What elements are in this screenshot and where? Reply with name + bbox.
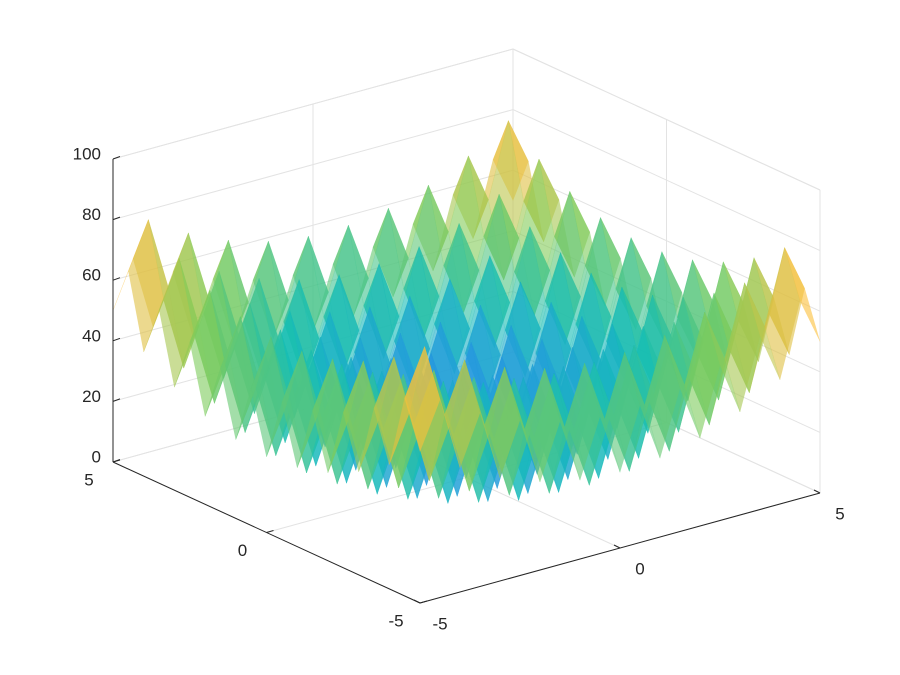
surface-patch: [524, 367, 561, 483]
z-tick-label: 100: [73, 144, 101, 163]
surface-patch: [664, 335, 701, 439]
y-tick: [112, 459, 121, 463]
x-tick: [613, 544, 621, 549]
z-tick: [112, 216, 121, 221]
surface-patch: [624, 352, 661, 459]
surface-patch: [373, 356, 410, 466]
surface-patch: [544, 368, 581, 481]
z-tick: [112, 337, 121, 342]
x-tick-label: 5: [835, 504, 844, 523]
y-tick-label: -5: [388, 611, 403, 630]
x-tick-label: 0: [635, 559, 644, 578]
x-tick: [813, 489, 821, 494]
surface-patch: [684, 311, 721, 439]
surface-patch: [404, 345, 441, 453]
surface-patch: [564, 362, 601, 481]
z-tick-label: 20: [82, 387, 101, 406]
z-tick-label: 80: [82, 205, 101, 224]
surface-patch: [112, 219, 149, 311]
z-tick: [112, 277, 121, 281]
x-tick: [413, 599, 421, 604]
y-tick: [266, 530, 274, 533]
y-tick-label: 0: [238, 541, 247, 560]
surface-patch: [343, 360, 379, 473]
surface-patch: [764, 246, 801, 381]
z-tick-label: 40: [82, 326, 101, 345]
surface-patch: [584, 363, 621, 473]
surface-patch: [644, 334, 681, 459]
surface-patch: [604, 351, 641, 474]
surface-patch: [128, 218, 164, 353]
z-tick: [112, 156, 121, 160]
y-tick: [419, 600, 428, 604]
surface-patch: [744, 282, 781, 380]
z-tick: [112, 398, 121, 402]
y-tick-label: 5: [84, 470, 93, 489]
x-tick-label: -5: [432, 614, 447, 633]
z-tick-label: 0: [92, 447, 101, 466]
surface-patch: [784, 247, 821, 342]
surface-patch: [704, 311, 741, 413]
surface-patch: [312, 358, 349, 474]
surface-patch: [724, 282, 761, 413]
z-tick-label: 60: [82, 266, 101, 285]
